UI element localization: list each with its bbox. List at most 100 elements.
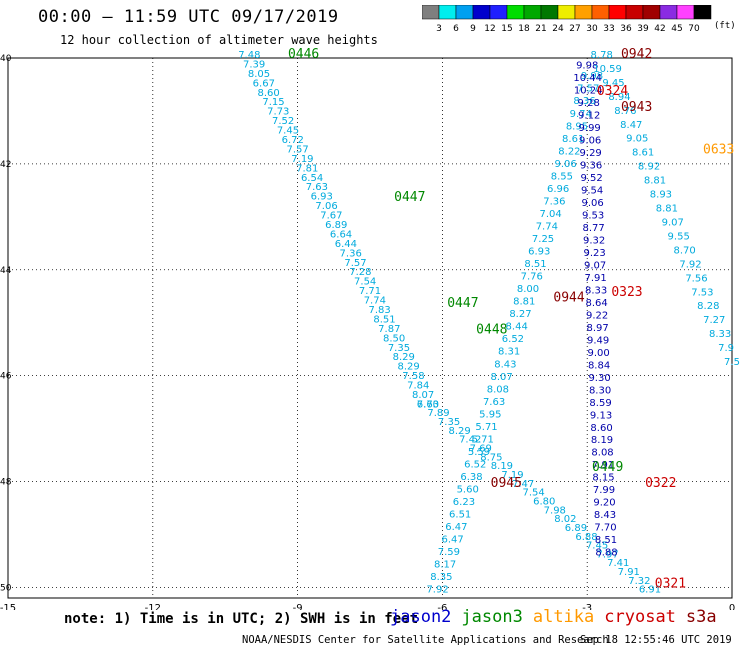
wave-height-value: 6.51 [449,510,471,521]
wave-height-value: 7.97 [597,549,619,560]
track-jason2-descending: 9.9810.4410.249.289.129.999.069.299.369.… [573,61,617,559]
wave-height-value: 7.47 [512,479,534,490]
wave-height-value: 9.07 [584,260,606,271]
color-scale-label: 24 [552,24,564,33]
wave-height-value: 7.42 [459,435,481,446]
wave-height-value: 7.5 [724,357,740,368]
wave-height-value: 7.71 [359,286,381,297]
wave-height-value: 8.28 [697,301,719,312]
wave-height-value: 9.49 [587,335,609,346]
wave-height-value: 8.94 [608,92,630,103]
wave-height-value: 6.54 [301,173,323,184]
wave-height-value: 10.24 [574,86,603,97]
pass-time-label: 0321 [655,576,686,591]
wave-height-value: 7.58 [402,371,424,382]
wave-height-value: 9.20 [593,498,615,509]
wave-height-value: 8.64 [585,298,607,309]
wave-height-value: 8.61 [632,148,654,159]
color-scale-label: 36 [620,24,632,33]
wave-height-value: 9.29 [580,148,602,159]
latitude-tick-label: 40 [0,54,12,64]
color-scale-label: 30 [586,24,598,33]
pass-time-label: 0633 [703,142,734,157]
wave-height-value: 8.60 [590,423,612,434]
wave-height-value: 7.91 [584,273,606,284]
wave-height-value: 7.57 [344,258,366,269]
wave-height-value: 7.63 [306,182,328,193]
pass-time-label: 0945 [491,476,522,491]
wave-height-value: 6.89 [565,523,587,534]
wave-height-value: 7.15 [262,97,284,108]
wave-height-value: 9.30 [588,373,610,384]
wave-height-value: 6.47 [445,522,467,533]
wave-height-value: 8.05 [248,69,270,80]
latitude-tick-label: 50 [0,583,12,593]
wave-height-value: 9.12 [578,111,600,122]
color-scale-label: 6 [453,24,459,33]
wave-height-value: 8.15 [592,473,614,484]
wave-height-value: 6.88 [575,532,597,543]
longitude-tick-label: -6 [437,603,447,610]
wave-height-value: 7.48 [238,50,260,61]
longitude-tick-label: 0 [729,603,735,610]
legend-item-cryosat: cryosat [604,607,676,627]
wave-height-value: 6.93 [311,192,333,203]
wave-height-value: 8.70 [673,245,695,256]
wave-height-value: 8.00 [517,284,539,295]
wave-height-value: 9.23 [583,248,605,259]
longitude-tick-label: -12 [145,603,161,610]
wave-height-value: 8.50 [383,333,405,344]
wave-height-value: 9.36 [580,160,602,171]
wave-height-value: 7.19 [501,470,523,481]
wave-height-value: 9.98 [576,61,598,72]
wave-height-value: 7.98 [544,505,566,516]
wave-height-value: 8.43 [594,510,616,521]
color-scale-label: 18 [518,24,530,33]
wave-height-value: 7.39 [243,59,265,70]
pass-time-label: 0447 [447,296,478,311]
wave-height-value: 9.53 [582,210,604,221]
wave-height-value: 8.17 [434,560,456,571]
wave-height-value: 8.19 [591,435,613,446]
map-grid [7,57,733,599]
wave-height-value: 6.70 [417,399,439,410]
pass-time-labels: 0446 0447 0447 0448 0449 0942 0943 0944 0945 0324… [288,47,734,591]
wave-height-value: 9.52 [581,173,603,184]
wave-height-value: 9.05 [626,134,648,145]
wave-height-value: 7.06 [315,201,337,212]
wave-height-value: 7.59 [438,547,460,558]
wave-height-value: 9.22 [586,310,608,321]
wave-height-value: 8.51 [595,535,617,546]
wave-height-value: 7.74 [536,221,558,232]
satellite-legend: jason2 jason3 altika cryosat s3a [390,607,727,627]
wave-height-value: 7.53 [691,287,713,298]
wave-height-value: 8.78 [591,50,613,61]
pass-time-label: 0446 [288,47,319,62]
pass-time-label: 0449 [592,460,623,475]
color-scale-label: 15 [501,24,512,33]
pass-time-label: 0323 [611,285,642,300]
wave-height-value: 6.52 [502,334,524,345]
wave-height-value: 7.70 [594,523,616,534]
wave-height-value: 8.84 [588,360,610,371]
color-scale-bar: 3 6 9 12 15 18 21 24 27 30 33 36 39 42 45 70 [422,5,712,33]
wave-height-value: 6.96 [547,184,569,195]
color-scale-units: (ft) [714,21,736,31]
latitude-tick-label: 42 [0,160,11,170]
wave-height-value: 7.35 [438,417,460,428]
wave-height-value: 7.52 [272,116,294,127]
wave-height-value: 9.06 [555,159,577,170]
wave-height-value: 7.54 [354,277,376,288]
legend-item-altika: altika [532,607,595,627]
wave-height-value: 8.92 [638,162,660,173]
wave-height-value: 8.36 [573,96,595,107]
pass-time-label: 0324 [597,84,628,99]
track-jason3-east: 7.637.897.358.297.427.698.758.197.197.47… [417,399,661,595]
wave-height-value: 7.91 [592,460,614,471]
wave-height-value: 7.84 [407,381,429,392]
color-scale-label: 21 [535,24,546,33]
wave-height-value: 8.81 [513,297,535,308]
wave-height-value: 7.19 [291,154,313,165]
wave-height-value: 8.51 [524,259,546,270]
